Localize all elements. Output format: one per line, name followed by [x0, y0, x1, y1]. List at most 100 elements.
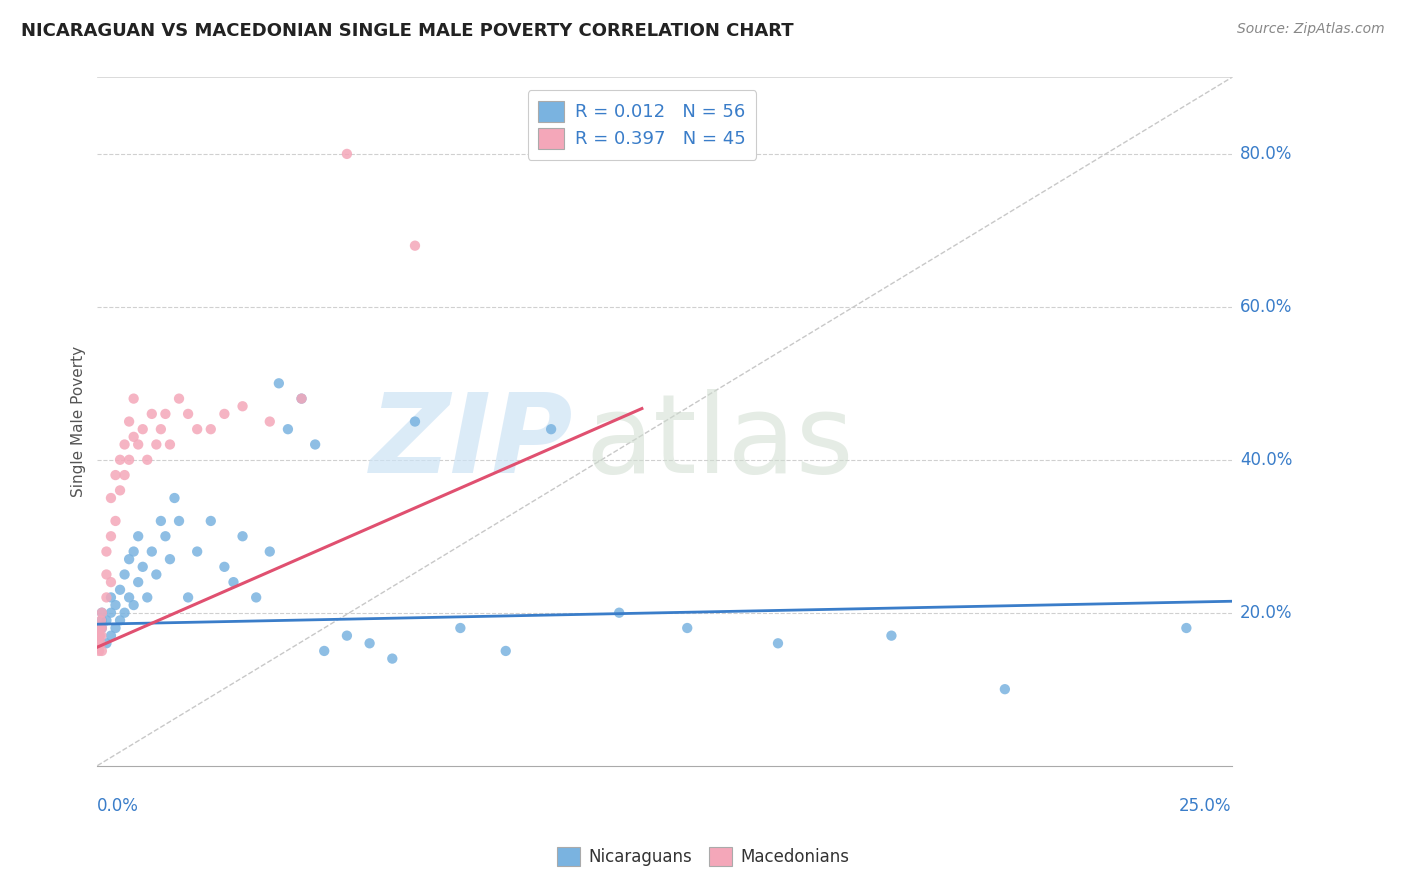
Point	[149, 422, 172, 436]
Point	[132, 422, 155, 436]
Point	[122, 544, 145, 558]
Point	[127, 529, 149, 543]
Text: 60.0%: 60.0%	[1240, 298, 1292, 316]
Text: atlas: atlas	[585, 389, 853, 496]
Point	[404, 415, 426, 429]
Point	[108, 582, 131, 597]
Point	[132, 559, 155, 574]
Point	[118, 552, 141, 566]
Point	[90, 606, 112, 620]
Point	[177, 591, 200, 605]
Point	[90, 629, 112, 643]
Text: 0.0%: 0.0%	[97, 797, 139, 814]
Point	[222, 575, 245, 590]
Point	[245, 591, 267, 605]
Point	[267, 376, 290, 391]
Point	[359, 636, 381, 650]
Point	[136, 452, 159, 467]
Point	[159, 552, 181, 566]
Point	[163, 491, 186, 505]
Point	[96, 636, 118, 650]
Point	[89, 629, 111, 643]
Text: ZIP: ZIP	[370, 389, 574, 496]
Point	[104, 468, 127, 483]
Point	[766, 636, 789, 650]
Point	[290, 392, 312, 406]
Point	[880, 629, 903, 643]
Point	[104, 514, 127, 528]
Point	[127, 575, 149, 590]
Point	[104, 598, 127, 612]
Point	[141, 407, 163, 421]
Point	[177, 407, 200, 421]
Point	[100, 629, 122, 643]
Point	[155, 529, 177, 543]
Point	[232, 529, 254, 543]
Point	[114, 606, 136, 620]
Point	[607, 606, 630, 620]
Point	[100, 491, 122, 505]
Point	[994, 682, 1017, 697]
Point	[108, 452, 131, 467]
Point	[122, 430, 145, 444]
Point	[118, 591, 141, 605]
Point	[90, 613, 112, 627]
Point	[155, 407, 177, 421]
Point	[186, 544, 208, 558]
Point	[1175, 621, 1198, 635]
Point	[122, 392, 145, 406]
Point	[200, 422, 222, 436]
Point	[96, 591, 118, 605]
Point	[259, 415, 281, 429]
Point	[141, 544, 163, 558]
Point	[118, 452, 141, 467]
Point	[100, 529, 122, 543]
Point	[277, 422, 299, 436]
Point	[449, 621, 471, 635]
Point	[145, 437, 167, 451]
Point	[90, 606, 112, 620]
Point	[127, 437, 149, 451]
Point	[87, 636, 110, 650]
Point	[89, 644, 111, 658]
Point	[96, 613, 118, 627]
Point	[89, 629, 111, 643]
Text: 25.0%: 25.0%	[1180, 797, 1232, 814]
Point	[149, 514, 172, 528]
Point	[186, 422, 208, 436]
Point	[214, 407, 236, 421]
Point	[90, 621, 112, 635]
Point	[108, 613, 131, 627]
Text: 40.0%: 40.0%	[1240, 450, 1292, 469]
Point	[122, 598, 145, 612]
Point	[100, 575, 122, 590]
Point	[167, 514, 190, 528]
Point	[114, 567, 136, 582]
Point	[96, 544, 118, 558]
Point	[159, 437, 181, 451]
Legend: R = 0.012   N = 56, R = 0.397   N = 45: R = 0.012 N = 56, R = 0.397 N = 45	[527, 90, 756, 160]
Point	[381, 651, 404, 665]
Legend: Nicaraguans, Macedonians: Nicaraguans, Macedonians	[548, 838, 858, 875]
Point	[336, 147, 359, 161]
Text: 80.0%: 80.0%	[1240, 145, 1292, 163]
Point	[87, 629, 110, 643]
Point	[100, 606, 122, 620]
Point	[200, 514, 222, 528]
Point	[676, 621, 699, 635]
Text: Source: ZipAtlas.com: Source: ZipAtlas.com	[1237, 22, 1385, 37]
Point	[495, 644, 517, 658]
Point	[314, 644, 336, 658]
Point	[90, 613, 112, 627]
Point	[118, 415, 141, 429]
Point	[89, 636, 111, 650]
Point	[404, 238, 426, 252]
Point	[96, 567, 118, 582]
Point	[540, 422, 562, 436]
Text: NICARAGUAN VS MACEDONIAN SINGLE MALE POVERTY CORRELATION CHART: NICARAGUAN VS MACEDONIAN SINGLE MALE POV…	[21, 22, 794, 40]
Point	[136, 591, 159, 605]
Point	[304, 437, 326, 451]
Y-axis label: Single Male Poverty: Single Male Poverty	[72, 346, 86, 497]
Point	[145, 567, 167, 582]
Point	[114, 437, 136, 451]
